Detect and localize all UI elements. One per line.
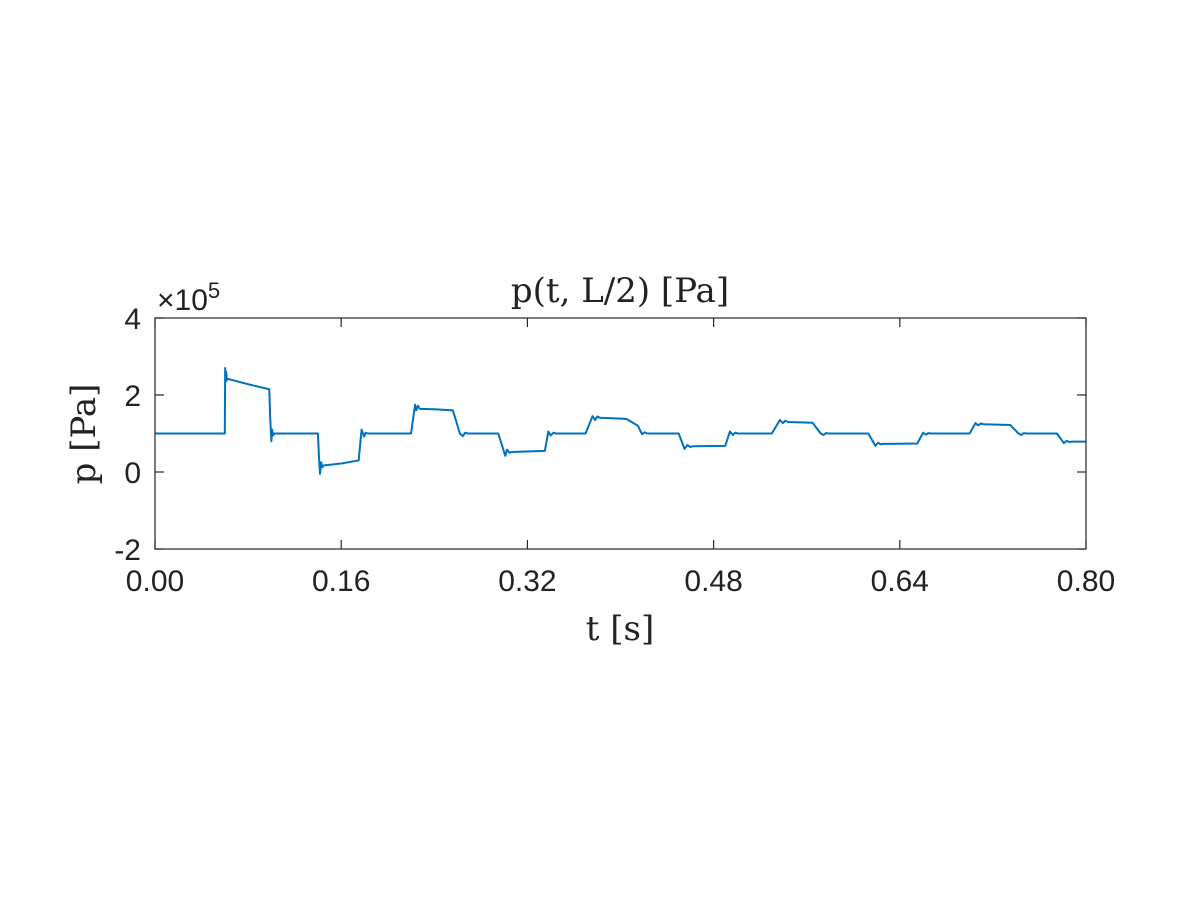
y-axis-label: p [Pa] xyxy=(64,384,104,485)
y-tick-label: 2 xyxy=(124,380,141,413)
y-axis-ticks: -2 0 2 4 xyxy=(114,303,1086,567)
y-tick-label: -2 xyxy=(114,534,141,567)
x-tick-label: 0.64 xyxy=(871,565,929,598)
chart-title: p(t, L/2) [Pa] xyxy=(511,271,729,311)
y-tick-label: 0 xyxy=(124,457,141,490)
series-group xyxy=(155,367,1086,475)
x-axis-label: t [s] xyxy=(586,609,654,649)
x-tick-label: 0.16 xyxy=(312,565,370,598)
x-axis-ticks: 0.00 0.16 0.32 0.48 0.64 0.80 xyxy=(126,318,1115,598)
series-line-0 xyxy=(155,367,1086,475)
axes-box xyxy=(154,317,1087,550)
multiplier-exponent: 5 xyxy=(208,278,220,303)
x-tick-label: 0.48 xyxy=(684,565,742,598)
x-tick-label: 0.00 xyxy=(126,565,184,598)
y-axis-multiplier: ×105 xyxy=(157,278,220,317)
y-tick-label: 4 xyxy=(124,303,141,336)
multiplier-prefix: ×10 xyxy=(157,284,208,317)
x-tick-label: 0.80 xyxy=(1057,565,1115,598)
x-tick-label: 0.32 xyxy=(498,565,556,598)
